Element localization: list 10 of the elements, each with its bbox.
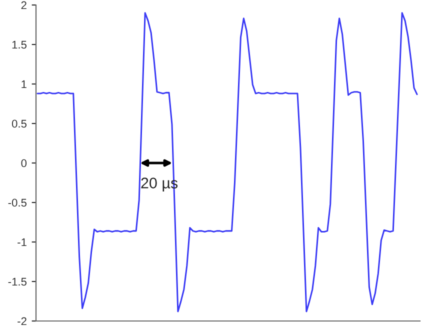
line-series xyxy=(36,12,418,312)
y-tick-label: 0.5 xyxy=(12,120,27,128)
y-tick-label: -0.5 xyxy=(8,198,27,207)
y-tick-label: -2 xyxy=(18,317,26,326)
y-tick-label: 2 xyxy=(21,1,26,10)
y-tick-label: 1.5 xyxy=(12,40,27,49)
y-tick-label: 0 xyxy=(21,159,27,168)
y-tick-label: -1 xyxy=(18,238,26,246)
y-tick-label: -1.5 xyxy=(8,278,27,286)
y-tick-label: 1 xyxy=(22,80,26,88)
